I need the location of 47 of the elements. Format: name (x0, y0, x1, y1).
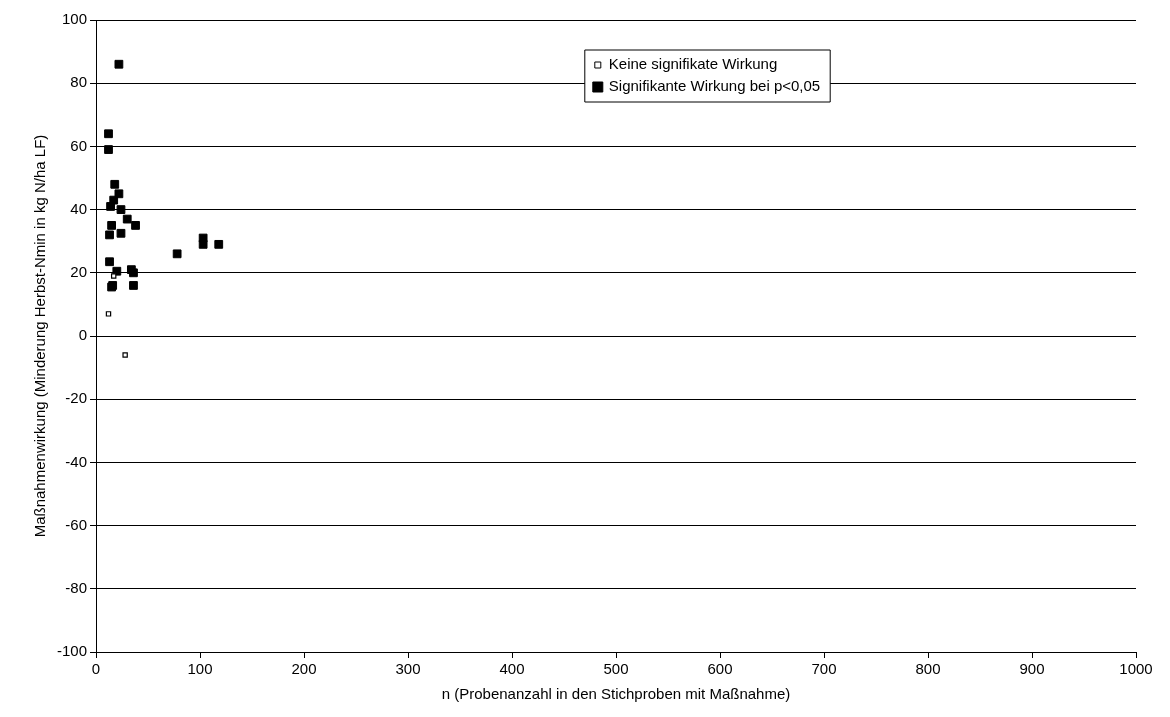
x-axis-title: n (Probenanzahl in den Stichproben mit Maßnahme) (441, 685, 791, 703)
point (131, 221, 140, 230)
y-tick-label: 80 (70, 73, 88, 91)
y-tick-label: 20 (70, 262, 88, 280)
point (105, 230, 114, 240)
point (122, 352, 128, 358)
y-tick-label: 60 (70, 136, 88, 154)
x-tick-label: 100 (187, 660, 213, 678)
y-axis-title: Maßnahmenwirkung (Minderung Herbst-Nmin in kg N/ha LF) (31, 134, 49, 538)
point (112, 266, 122, 276)
point (114, 189, 124, 199)
x-tick-label: 600 (707, 660, 733, 678)
point (122, 214, 132, 224)
point (214, 239, 224, 249)
y-tick-label: 40 (70, 199, 88, 217)
y-tick-label: -40 (65, 452, 88, 470)
x-tick-label: 0 (91, 660, 101, 678)
legend-label: Signifikante Wirkung bei p<0,05 (608, 77, 821, 95)
x-tick-label: 200 (291, 660, 317, 678)
point (104, 145, 113, 154)
point (104, 129, 113, 139)
point (106, 202, 115, 211)
y-tick-label: -80 (65, 578, 88, 596)
y-tick-label: 100 (61, 10, 88, 28)
point (114, 59, 124, 69)
y-tick-label: -100 (56, 642, 88, 660)
legend-label: Keine signifikate Wirkung (608, 55, 778, 73)
point (116, 205, 126, 214)
point (172, 249, 182, 259)
x-tick-label: 900 (1019, 660, 1045, 678)
x-tick-label: 500 (603, 660, 629, 678)
y-tick-label: -20 (65, 389, 88, 407)
x-tick-label: 400 (499, 660, 525, 678)
y-tick-label: 0 (78, 326, 88, 344)
point (105, 257, 114, 267)
y-tick-label: -60 (65, 515, 88, 533)
x-tick-label: 800 (915, 660, 941, 678)
point (110, 179, 120, 189)
point (107, 221, 117, 230)
point (105, 311, 112, 317)
point (129, 281, 138, 290)
x-tick-label: 1000 (1119, 660, 1153, 678)
point (198, 239, 208, 249)
point (110, 273, 117, 279)
x-tick-label: 700 (811, 660, 837, 678)
x-tick-label: 300 (395, 660, 421, 678)
point (116, 228, 126, 238)
